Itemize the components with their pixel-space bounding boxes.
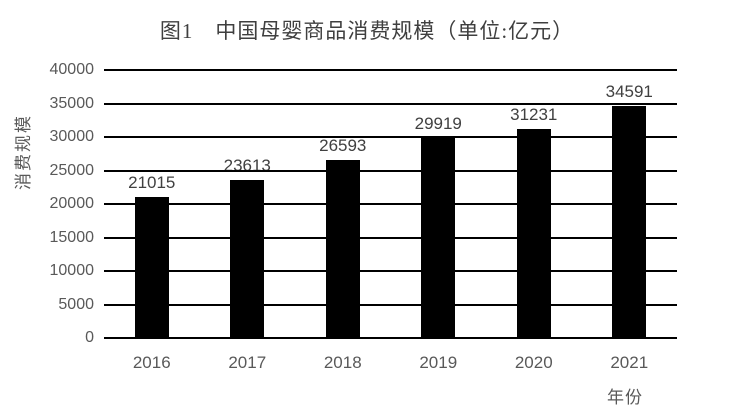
gridline [104, 203, 677, 205]
x-tick-label: 2021 [610, 353, 649, 372]
gridline [104, 102, 677, 105]
bar-slot: 21015 [104, 70, 200, 338]
gridline [104, 236, 677, 239]
bar-data-label: 29919 [414, 113, 462, 133]
x-tick-label: 2017 [228, 353, 267, 372]
bar-data-label: 34591 [605, 82, 653, 102]
gridline [104, 169, 677, 172]
x-tick-label: 2020 [514, 353, 553, 372]
x-axis-title: 年份 [607, 388, 643, 407]
bar-data-label: 31231 [510, 104, 558, 124]
x-tick-label: 2018 [323, 353, 362, 372]
bar-data-label: 21015 [128, 173, 176, 193]
gridline [104, 69, 677, 71]
x-tick-label: 2019 [419, 353, 458, 372]
bar [325, 159, 360, 338]
bar-data-label: 26593 [319, 135, 367, 155]
bar [134, 197, 169, 338]
y-tick-label: 10000 [49, 262, 95, 279]
bar [612, 106, 647, 338]
y-axis-ticks: 0 5000 10000 15000 20000 25000 30000 35000 40000 [0, 61, 95, 346]
gridline [104, 136, 677, 138]
bar-slot: 34591 [582, 70, 678, 338]
bar-slot: 31231 [486, 70, 582, 338]
y-tick-label: 35000 [49, 94, 95, 112]
gridline [104, 303, 677, 306]
x-axis-ticks: 2016 2017 2018 2019 2020 2021 [104, 353, 677, 373]
gridline [104, 270, 677, 272]
bar-data-label: 23613 [223, 155, 271, 175]
bar-slot: 26593 [295, 70, 391, 338]
y-tick-label: 5000 [58, 295, 94, 313]
gridline [104, 337, 677, 339]
y-tick-label: 0 [85, 329, 94, 346]
y-tick-label: 40000 [49, 61, 95, 78]
bar [230, 179, 265, 338]
y-tick-label: 30000 [49, 128, 95, 145]
chart-title: 图1 中国母婴商品消费规模（单位:亿元） [159, 19, 575, 43]
plot-area: 21015 23613 26593 29919 31231 34591 [104, 69, 678, 339]
x-tick-label: 2016 [132, 353, 171, 372]
bar [516, 128, 551, 338]
y-tick-label: 20000 [49, 195, 95, 212]
y-tick-label: 25000 [49, 161, 95, 179]
y-tick-label: 15000 [49, 228, 95, 246]
